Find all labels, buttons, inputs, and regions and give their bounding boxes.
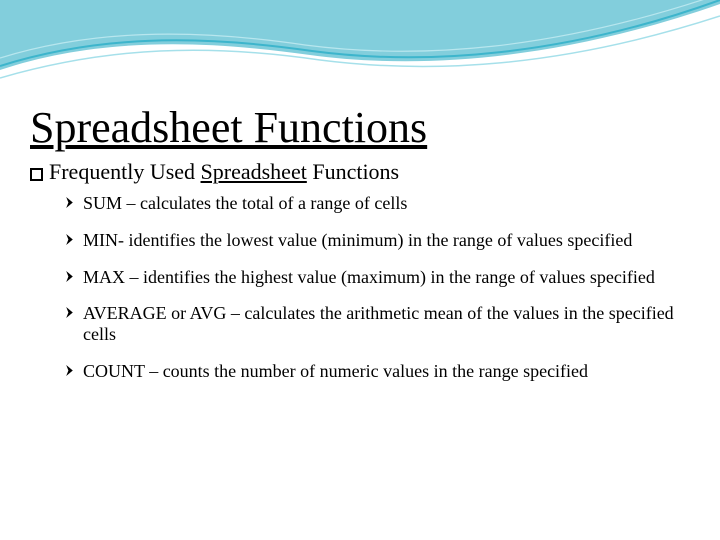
list-item-text: COUNT – counts the number of numeric val…: [83, 361, 690, 382]
function-description: identifies the lowest value (minimum) in…: [129, 230, 633, 250]
separator: –: [122, 193, 140, 213]
list-item-text: AVERAGE or AVG – calculates the arithmet…: [83, 303, 690, 344]
separator: -: [118, 230, 129, 250]
function-name: MIN: [83, 230, 118, 250]
chevron-right-icon: [64, 307, 75, 318]
function-description: calculates the total of a range of cells: [140, 193, 407, 213]
subheading-text: Frequently Used Spreadsheet Functions: [49, 159, 399, 185]
list-item: COUNT – counts the number of numeric val…: [64, 361, 690, 382]
function-name: SUM: [83, 193, 122, 213]
subhead-prefix: Frequently Used: [49, 159, 201, 184]
subhead-suffix: Functions: [307, 159, 399, 184]
list-item-text: MIN- identifies the lowest value (minimu…: [83, 230, 690, 251]
slide-title: Spreadsheet Functions: [30, 105, 690, 151]
chevron-right-icon: [64, 365, 75, 376]
list-item: AVERAGE or AVG – calculates the arithmet…: [64, 303, 690, 344]
list-item: MIN- identifies the lowest value (minimu…: [64, 230, 690, 251]
function-name: AVERAGE or AVG: [83, 303, 226, 323]
list-item: MAX – identifies the highest value (maxi…: [64, 267, 690, 288]
separator: –: [145, 361, 163, 381]
chevron-right-icon: [64, 197, 75, 208]
function-name: MAX: [83, 267, 125, 287]
function-description: identifies the highest value (maximum) i…: [143, 267, 655, 287]
list-item-text: MAX – identifies the highest value (maxi…: [83, 267, 690, 288]
slide-content: Spreadsheet Functions Frequently Used Sp…: [0, 0, 720, 381]
separator: –: [226, 303, 244, 323]
separator: –: [125, 267, 143, 287]
function-description: counts the number of numeric values in t…: [163, 361, 588, 381]
function-name: COUNT: [83, 361, 145, 381]
chevron-right-icon: [64, 234, 75, 245]
subhead-underlined: Spreadsheet: [201, 159, 307, 184]
list-item: SUM – calculates the total of a range of…: [64, 193, 690, 214]
square-bullet-icon: [30, 168, 43, 181]
list-item-text: SUM – calculates the total of a range of…: [83, 193, 690, 214]
chevron-right-icon: [64, 271, 75, 282]
function-list: SUM – calculates the total of a range of…: [64, 193, 690, 381]
subheading-row: Frequently Used Spreadsheet Functions: [30, 159, 690, 185]
